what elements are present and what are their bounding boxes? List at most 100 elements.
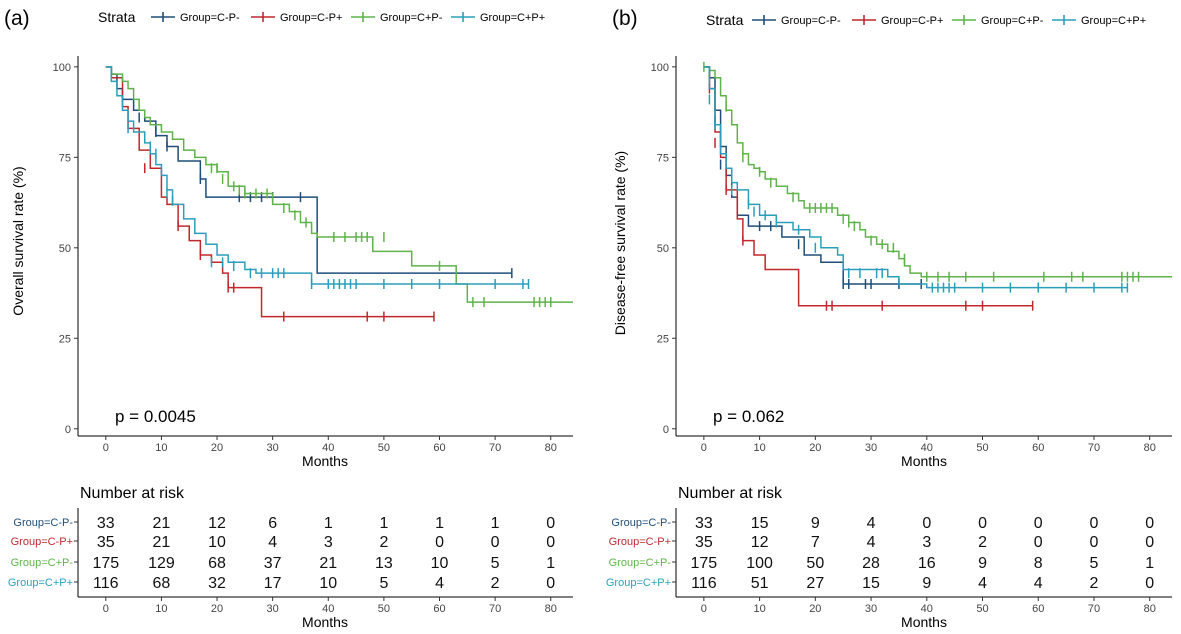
risk-count: 8 xyxy=(1034,555,1043,572)
plot-area: 0 25 50 75 100 0 10 20 30 40 50 60 70 80 xyxy=(53,56,573,454)
risk-count: 6 xyxy=(268,515,277,532)
legend-item-2: Group=C-P+ xyxy=(852,15,943,27)
risk-count: 3 xyxy=(922,534,931,551)
risk-row-label: Group=C-P+ xyxy=(609,536,671,548)
risk-x-tick-label: 0 xyxy=(103,603,109,615)
risk-x-tick-label: 30 xyxy=(267,603,279,615)
risk-count: 0 xyxy=(546,575,555,592)
panel-label: (a) xyxy=(4,7,30,30)
risk-count: 68 xyxy=(208,555,226,572)
risk-row-label: Group=C+P- xyxy=(609,557,672,569)
legend-item-4: Group=C+P+ xyxy=(1052,15,1146,27)
risk-count: 68 xyxy=(153,575,171,592)
legend-item-1: Group=C-P- xyxy=(752,15,841,27)
risk-count: 4 xyxy=(268,534,277,551)
survival-curve-2 xyxy=(105,66,434,318)
risk-count: 1 xyxy=(435,515,444,532)
legend-item-1: Group=C-P- xyxy=(151,12,240,24)
risk-count: 21 xyxy=(319,555,337,572)
risk-count: 1 xyxy=(491,515,500,532)
risk-count: 35 xyxy=(695,534,713,551)
risk-count: 0 xyxy=(922,515,931,532)
risk-count: 12 xyxy=(208,515,226,532)
legend: Strata Group=C-P- Group=C-P+ Group=C+P- … xyxy=(706,12,1146,28)
risk-x-tick-label: 10 xyxy=(155,603,167,615)
risk-x-tick-label: 60 xyxy=(433,603,445,615)
legend-item-2: Group=C-P+ xyxy=(251,12,342,24)
risk-x-tick-label: 70 xyxy=(489,603,501,615)
x-tick-label: 60 xyxy=(433,442,445,454)
y-tick-label: 25 xyxy=(59,333,71,345)
legend: Strata Group=C-P- Group=C-P+ Group=C+P- … xyxy=(98,9,545,25)
risk-count: 0 xyxy=(978,515,987,532)
x-tick-label: 70 xyxy=(489,442,501,454)
risk-count: 116 xyxy=(691,575,717,592)
y-tick-label: 75 xyxy=(59,152,71,164)
risk-x-axis-title: Months xyxy=(302,614,348,630)
panel-a: (a) Strata Group=C-P- Group=C-P+ Group=C… xyxy=(4,7,545,630)
risk-x-tick-label: 50 xyxy=(976,603,988,615)
x-tick-label: 40 xyxy=(322,442,334,454)
risk-count: 21 xyxy=(153,515,171,532)
risk-count: 129 xyxy=(148,555,175,572)
risk-count: 0 xyxy=(1034,515,1043,532)
risk-count: 5 xyxy=(1090,555,1099,572)
y-tick-label: 100 xyxy=(53,62,71,74)
risk-count: 10 xyxy=(208,534,226,551)
x-tick-label: 30 xyxy=(865,442,877,454)
legend-item-3: Group=C+P- xyxy=(952,15,1044,27)
risk-count: 4 xyxy=(978,575,987,592)
x-axis-title: Months xyxy=(302,453,348,469)
risk-count: 1 xyxy=(1145,555,1154,572)
risk-row-label: Group=C-P+ xyxy=(11,536,73,548)
risk-count: 35 xyxy=(97,534,115,551)
risk-x-tick-label: 30 xyxy=(865,603,877,615)
risk-x-tick-label: 60 xyxy=(1032,603,1044,615)
x-tick-label: 60 xyxy=(1032,442,1044,454)
x-tick-label: 0 xyxy=(701,442,707,454)
x-tick-label: 10 xyxy=(753,442,765,454)
survival-curve-3 xyxy=(703,66,1172,278)
risk-count: 0 xyxy=(1090,515,1099,532)
risk-count: 12 xyxy=(751,534,769,551)
risk-count: 16 xyxy=(918,555,936,572)
risk-count: 1 xyxy=(546,555,555,572)
risk-x-tick-label: 20 xyxy=(211,603,223,615)
risk-count: 175 xyxy=(92,555,119,572)
risk-count: 0 xyxy=(491,534,500,551)
x-axis-title: Months xyxy=(901,453,947,469)
risk-count: 5 xyxy=(379,575,388,592)
legend-label: Group=C+P+ xyxy=(1081,15,1146,27)
risk-count: 1 xyxy=(379,515,388,532)
risk-count: 0 xyxy=(1145,534,1154,551)
plot-area: 0 25 50 75 100 0 10 20 30 40 50 60 70 80 xyxy=(651,56,1172,454)
risk-count: 37 xyxy=(264,555,282,572)
y-tick-label: 0 xyxy=(663,424,669,436)
risk-count: 2 xyxy=(978,534,987,551)
risk-count: 2 xyxy=(1090,575,1099,592)
y-tick-label: 0 xyxy=(65,424,71,436)
risk-count: 175 xyxy=(691,555,718,572)
panel-b: (b) Strata Group=C-P- Group=C-P+ Group=C… xyxy=(612,7,1146,630)
risk-count: 21 xyxy=(153,534,171,551)
legend-label: Group=C+P- xyxy=(380,12,443,24)
survival-curve-4 xyxy=(703,66,1128,289)
risk-count: 116 xyxy=(93,575,119,592)
risk-count: 0 xyxy=(1145,575,1154,592)
survival-curve-1 xyxy=(105,66,512,274)
risk-x-tick-label: 70 xyxy=(1088,603,1100,615)
risk-count: 10 xyxy=(319,575,337,592)
risk-count: 33 xyxy=(695,515,713,532)
risk-count: 28 xyxy=(862,555,880,572)
risk-count: 3 xyxy=(324,534,333,551)
x-tick-label: 70 xyxy=(1088,442,1100,454)
risk-count: 33 xyxy=(97,515,115,532)
risk-count: 10 xyxy=(431,555,449,572)
legend-item-4: Group=C+P+ xyxy=(451,12,545,24)
x-tick-label: 80 xyxy=(545,442,557,454)
risk-count: 9 xyxy=(978,555,987,572)
risk-count: 9 xyxy=(922,575,931,592)
legend-label: Group=C-P- xyxy=(781,15,841,27)
